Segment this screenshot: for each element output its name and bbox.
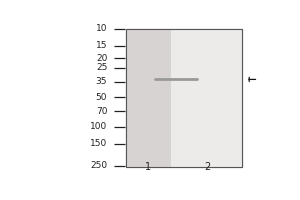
Text: 70: 70 [96,107,107,116]
Text: 25: 25 [96,63,107,72]
Text: 1: 1 [145,162,151,172]
Text: 250: 250 [90,161,107,170]
Text: 50: 50 [96,93,107,102]
Text: 15: 15 [96,41,107,50]
Text: 150: 150 [90,139,107,148]
Text: 10: 10 [96,24,107,33]
Text: 20: 20 [96,54,107,63]
Text: 100: 100 [90,122,107,131]
Text: 35: 35 [96,77,107,86]
Text: 2: 2 [204,162,210,172]
